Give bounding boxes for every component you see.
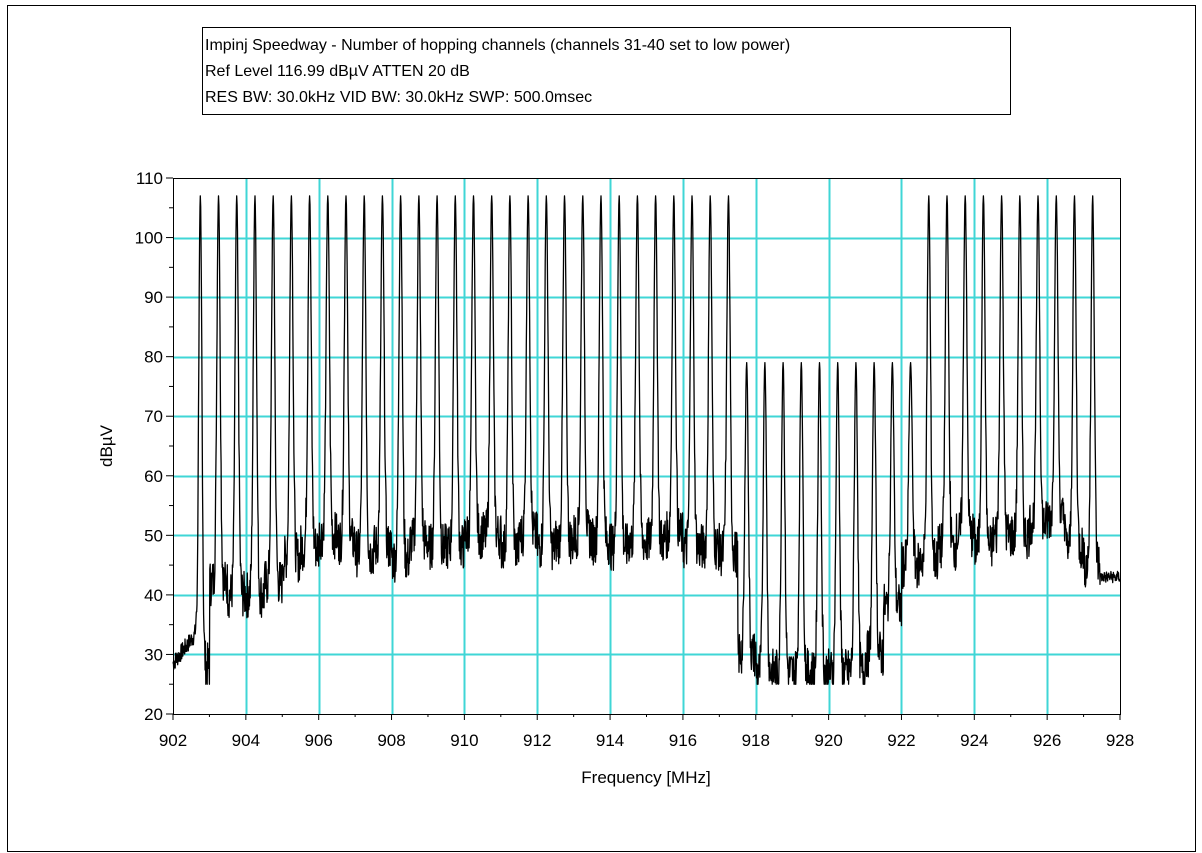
header-line-2: Ref Level 116.99 dBµV ATTEN 20 dB bbox=[205, 63, 470, 80]
x-tick-label: 928 bbox=[1106, 731, 1134, 750]
outer-frame bbox=[7, 5, 1196, 852]
x-axis-label: Frequency [MHz] bbox=[581, 768, 710, 787]
plot-area bbox=[173, 178, 1120, 714]
trace-layer bbox=[172, 195, 1121, 685]
x-tick-label: 916 bbox=[669, 731, 697, 750]
y-tick-label: 50 bbox=[144, 526, 163, 545]
y-tick-label: 60 bbox=[144, 467, 163, 486]
axes: 902 904 906 908 910 912 914 916 918 920 922 924 926 9… bbox=[135, 169, 1135, 750]
spectrum-trace bbox=[172, 195, 1121, 685]
header-box: Impinj Speedway - Number of hopping chan… bbox=[202, 27, 1011, 115]
y-tick-label: 30 bbox=[144, 645, 163, 664]
y-tick-label: 20 bbox=[144, 705, 163, 724]
x-tick-label: 910 bbox=[450, 731, 478, 750]
x-tick-label: 926 bbox=[1033, 731, 1061, 750]
x-tick-label: 924 bbox=[960, 731, 988, 750]
header-border bbox=[202, 27, 1011, 115]
x-tick-label: 902 bbox=[159, 731, 187, 750]
header-line-3: RES BW: 30.0kHz VID BW: 30.0kHz SWP: 500… bbox=[205, 89, 592, 106]
y-tick-label: 80 bbox=[144, 348, 163, 367]
y-tick-label: 110 bbox=[136, 169, 163, 188]
x-tick-label: 908 bbox=[377, 731, 405, 750]
x-tick-label: 918 bbox=[742, 731, 770, 750]
y-tick-label: 100 bbox=[135, 229, 163, 248]
y-tick-label: 70 bbox=[144, 407, 163, 426]
x-tick-label: 912 bbox=[523, 731, 551, 750]
y-tick-label: 40 bbox=[144, 586, 163, 605]
y-tick-label: 90 bbox=[144, 288, 163, 307]
grid bbox=[173, 178, 1120, 714]
x-tick-label: 920 bbox=[814, 731, 842, 750]
x-tick-label: 904 bbox=[232, 731, 260, 750]
x-tick-label: 922 bbox=[887, 731, 915, 750]
header-line-1: Impinj Speedway - Number of hopping chan… bbox=[205, 37, 790, 54]
y-axis-label: dBµV bbox=[97, 424, 116, 467]
x-tick-label: 906 bbox=[305, 731, 333, 750]
x-tick-label: 914 bbox=[596, 731, 624, 750]
